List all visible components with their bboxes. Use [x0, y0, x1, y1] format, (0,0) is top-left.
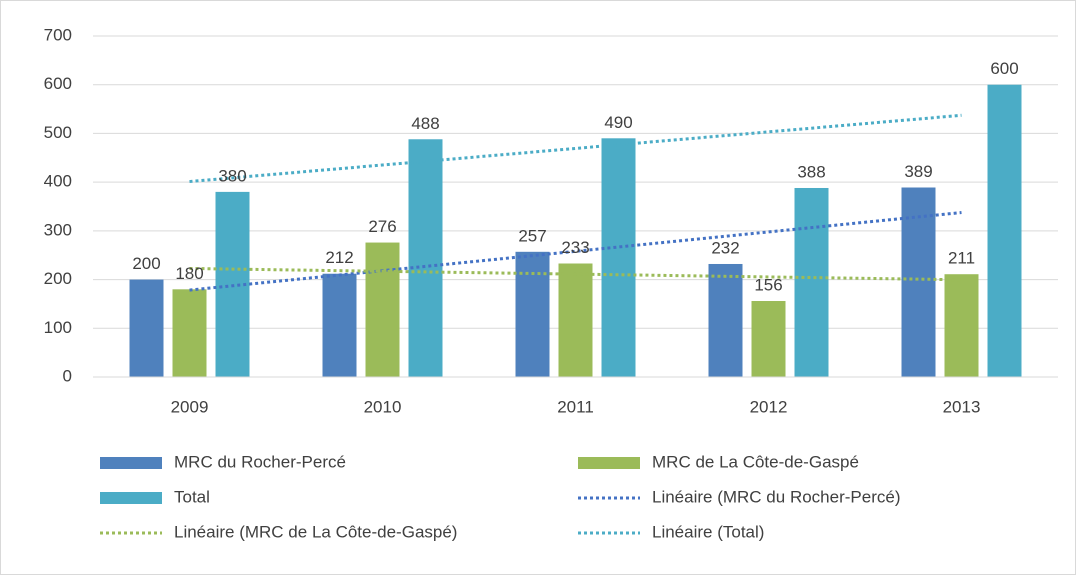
- bar: [129, 279, 164, 377]
- trend-line: [189, 266, 962, 282]
- data-label: 600: [990, 59, 1018, 78]
- bar: [601, 138, 636, 377]
- y-tick-label: 400: [44, 172, 72, 191]
- data-label: 232: [711, 238, 739, 257]
- data-label: 276: [368, 217, 396, 236]
- bar: [515, 251, 550, 377]
- y-tick-label: 300: [44, 220, 72, 239]
- x-tick-label: 2013: [943, 397, 981, 416]
- y-tick-label: 500: [44, 123, 72, 142]
- x-tick-label: 2009: [171, 397, 209, 416]
- legend-label: MRC du Rocher-Percé: [174, 452, 346, 471]
- data-label: 389: [904, 162, 932, 181]
- legend-label: Linéaire (MRC de La Côte-de-Gaspé): [174, 522, 457, 541]
- bar: [708, 263, 743, 377]
- legend-label: Linéaire (MRC du Rocher-Percé): [652, 487, 900, 506]
- x-tick-label: 2011: [557, 397, 594, 416]
- data-label: 257: [518, 226, 546, 245]
- x-tick-label: 2010: [364, 397, 402, 416]
- bar: [794, 187, 829, 377]
- bar: [408, 139, 443, 377]
- data-label: 388: [797, 162, 825, 181]
- y-tick-label: 600: [44, 74, 72, 93]
- data-label: 180: [175, 264, 203, 283]
- data-label: 200: [132, 254, 160, 273]
- y-tick-label: 200: [44, 269, 72, 288]
- legend-label: MRC de La Côte-de-Gaspé: [652, 452, 859, 471]
- data-label: 212: [325, 248, 353, 267]
- legend-label: Total: [174, 487, 210, 506]
- y-tick-label: 0: [63, 366, 72, 385]
- data-label: 490: [604, 113, 632, 132]
- y-tick-label: 100: [44, 318, 72, 337]
- bar: [172, 289, 207, 377]
- legend-swatch: [100, 492, 162, 504]
- legend-label: Linéaire (Total): [652, 522, 764, 541]
- bar: [944, 274, 979, 377]
- legend-swatch: [100, 457, 162, 469]
- bar: [558, 263, 593, 377]
- data-label: 233: [561, 238, 589, 257]
- data-label: 211: [948, 249, 975, 268]
- data-label: 156: [754, 275, 782, 294]
- y-tick-label: 700: [44, 25, 72, 44]
- bar: [751, 301, 786, 377]
- data-label: 488: [411, 114, 439, 133]
- bar: [365, 242, 400, 377]
- x-tick-label: 2012: [750, 397, 788, 416]
- data-label: 380: [218, 166, 246, 185]
- bar: [987, 84, 1022, 377]
- legend-swatch: [578, 457, 640, 469]
- bar: [322, 273, 357, 377]
